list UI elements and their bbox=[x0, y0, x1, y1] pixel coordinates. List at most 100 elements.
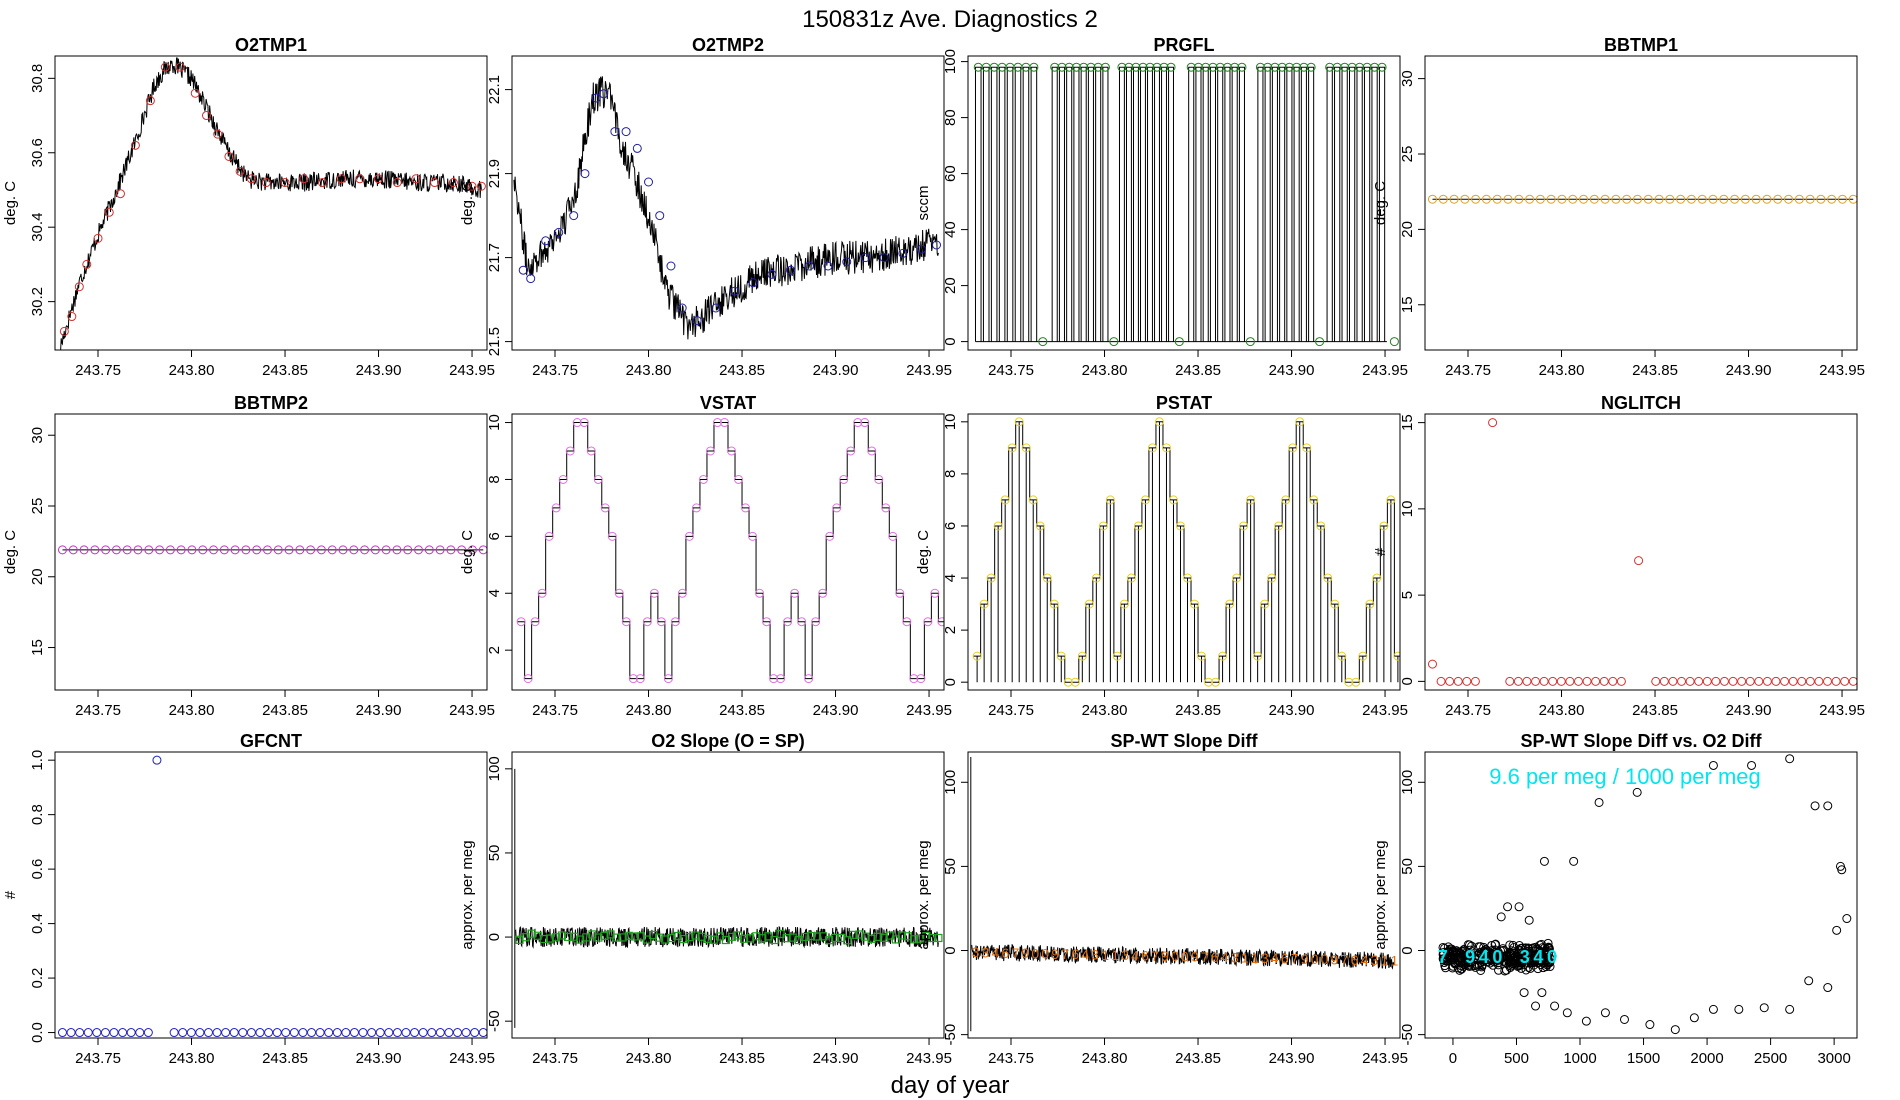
data-point bbox=[1487, 940, 1497, 950]
data-point bbox=[1780, 676, 1790, 686]
data-point bbox=[478, 1028, 487, 1038]
data-point bbox=[1499, 945, 1509, 955]
data-point bbox=[316, 545, 326, 555]
data-point bbox=[144, 545, 154, 555]
data-point bbox=[1070, 677, 1080, 687]
data-point bbox=[873, 932, 882, 941]
x-tick-label: 0 bbox=[1449, 1050, 1457, 1067]
data-point bbox=[1436, 676, 1446, 686]
y-tick-label: 30 bbox=[29, 427, 46, 444]
y-tick-label: 30.2 bbox=[29, 287, 46, 316]
data-point bbox=[1028, 495, 1038, 505]
data-point bbox=[703, 934, 712, 944]
panel-o2slope: O2 Slope (O = SP) approx. per meg 243.75 24… bbox=[459, 731, 952, 1067]
data-point bbox=[1215, 62, 1225, 72]
x-tick-label: 243.75 bbox=[532, 362, 578, 379]
series-line bbox=[974, 66, 1387, 343]
y-tick-label: 25 bbox=[29, 498, 46, 515]
data-point bbox=[1147, 443, 1157, 453]
data-point bbox=[917, 244, 927, 254]
y-tick-label: 0 bbox=[1399, 946, 1416, 954]
data-point bbox=[909, 674, 919, 684]
data-point bbox=[1126, 573, 1136, 583]
x-tick-label: 243.80 bbox=[626, 702, 672, 719]
data-point bbox=[1591, 676, 1601, 686]
data-point bbox=[677, 588, 687, 598]
data-point bbox=[143, 1028, 153, 1038]
data-point bbox=[1152, 62, 1162, 72]
data-point bbox=[644, 177, 654, 187]
data-point bbox=[1521, 965, 1531, 975]
data-point bbox=[1506, 949, 1516, 959]
data-point bbox=[1438, 194, 1448, 204]
digit-label: 6 bbox=[1211, 949, 1219, 965]
data-point bbox=[612, 933, 621, 942]
data-point bbox=[628, 674, 638, 684]
data-point bbox=[1119, 599, 1129, 609]
data-point bbox=[255, 1028, 265, 1038]
outlier-point bbox=[1747, 760, 1757, 770]
data-point bbox=[1105, 495, 1115, 505]
x-tick-label: 243.75 bbox=[988, 362, 1034, 379]
data-point bbox=[565, 446, 575, 456]
data-point bbox=[57, 1028, 67, 1038]
x-tick-label: 2500 bbox=[1754, 1050, 1787, 1067]
x-tick-label: 243.85 bbox=[719, 702, 765, 719]
digit-label: 4 bbox=[1221, 949, 1229, 965]
data-point bbox=[727, 932, 737, 941]
data-point bbox=[544, 531, 554, 541]
data-point bbox=[1676, 194, 1686, 204]
data-point bbox=[1056, 651, 1066, 661]
data-point bbox=[823, 261, 833, 271]
x-tick-label: 243.95 bbox=[449, 702, 495, 719]
data-point bbox=[169, 1028, 179, 1038]
data-point bbox=[100, 1028, 110, 1038]
digit-label: 7 bbox=[1151, 948, 1159, 964]
data-point bbox=[1337, 651, 1347, 661]
data-point bbox=[424, 545, 434, 555]
y-axis-label: approx. per meg bbox=[1372, 840, 1389, 949]
data-point bbox=[370, 545, 380, 555]
data-point bbox=[1035, 521, 1045, 531]
data-point bbox=[1503, 194, 1513, 204]
data-point bbox=[860, 253, 870, 263]
y-tick-label: 30.4 bbox=[29, 213, 46, 242]
x-tick-label: 243.90 bbox=[813, 702, 859, 719]
y-tick-label: 20 bbox=[29, 568, 46, 585]
data-point bbox=[295, 545, 305, 555]
y-tick-label: -50 bbox=[942, 1024, 959, 1046]
data-point bbox=[1816, 194, 1826, 204]
x-tick-label: 243.95 bbox=[906, 702, 952, 719]
data-point bbox=[1138, 62, 1148, 72]
data-point bbox=[741, 503, 751, 513]
panel-title: SP-WT Slope Diff vs. O2 Diff bbox=[1520, 731, 1762, 751]
outlier-point bbox=[1503, 902, 1513, 912]
data-point bbox=[1773, 194, 1783, 204]
data-point bbox=[327, 545, 337, 555]
data-point bbox=[367, 1028, 377, 1038]
data-point bbox=[916, 674, 926, 684]
data-point bbox=[879, 933, 888, 942]
data-point bbox=[1525, 194, 1535, 204]
data-point bbox=[1091, 573, 1101, 583]
y-tick-label: 6 bbox=[942, 522, 959, 530]
data-point bbox=[1365, 599, 1375, 609]
y-axis-label: sccm bbox=[915, 186, 932, 221]
data-point bbox=[198, 545, 208, 555]
data-point bbox=[1525, 948, 1535, 958]
data-point bbox=[160, 62, 170, 72]
data-point bbox=[1643, 194, 1653, 204]
data-point bbox=[213, 129, 223, 139]
data-point bbox=[1439, 958, 1449, 968]
data-point bbox=[1762, 676, 1772, 686]
data-point bbox=[1582, 676, 1592, 686]
outlier-point bbox=[1759, 1003, 1769, 1013]
data-point bbox=[1370, 62, 1380, 72]
y-axis-label: # bbox=[2, 890, 19, 899]
outlier-point bbox=[1842, 914, 1852, 924]
x-tick-label: 243.80 bbox=[169, 702, 215, 719]
data-point bbox=[111, 545, 121, 555]
outlier-point bbox=[1539, 856, 1549, 866]
data-point bbox=[867, 934, 876, 943]
data-point bbox=[767, 269, 777, 279]
